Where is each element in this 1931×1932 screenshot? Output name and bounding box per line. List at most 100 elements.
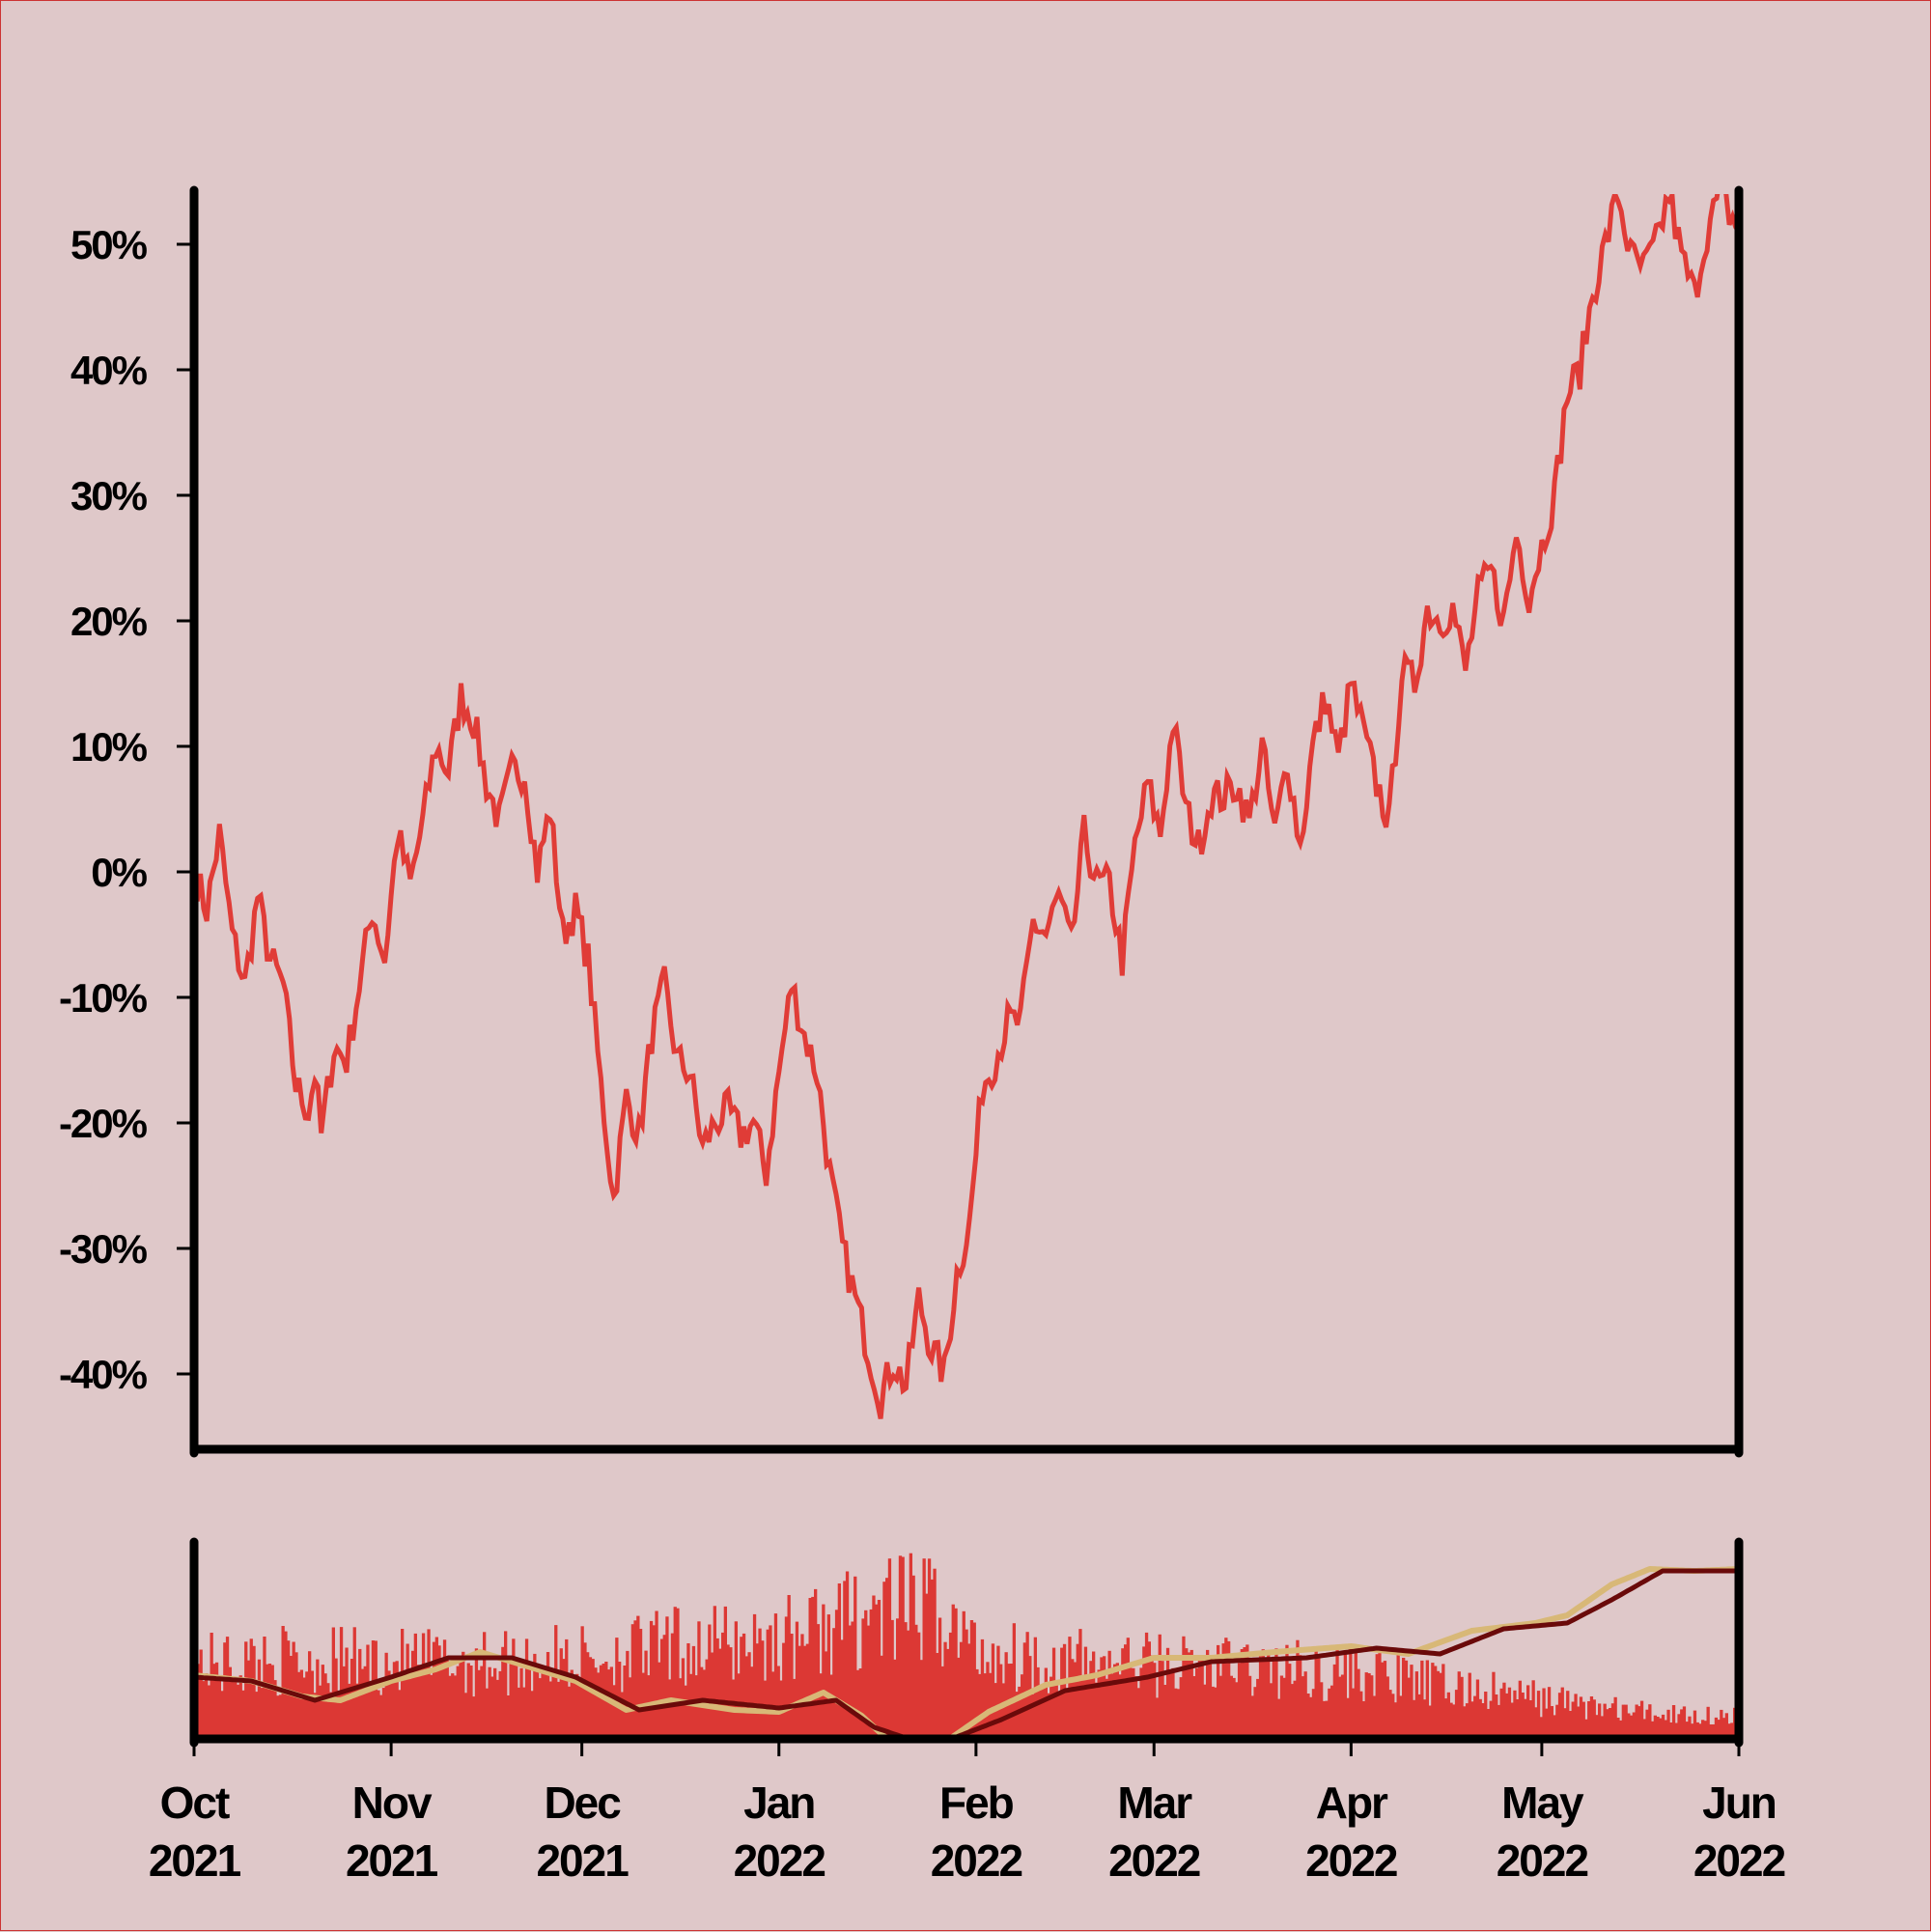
volume-bar — [599, 1665, 603, 1739]
x-tick-label-month: May — [1501, 1778, 1584, 1828]
volume-bar — [1505, 1693, 1509, 1739]
volume-bar — [652, 1625, 656, 1739]
volume-bar — [1566, 1691, 1570, 1739]
volume-bar — [1420, 1660, 1424, 1739]
volume-bar — [1118, 1674, 1122, 1739]
volume-bar — [281, 1626, 285, 1739]
volume-bar — [1720, 1709, 1723, 1739]
volume-bar — [1446, 1692, 1450, 1739]
volume-bar — [752, 1613, 757, 1739]
volume-bar — [965, 1629, 968, 1739]
volume-bar — [1142, 1646, 1146, 1739]
volume-bar — [1214, 1687, 1217, 1739]
volume-bar — [1695, 1722, 1699, 1739]
volume-bar — [843, 1581, 847, 1739]
volume-bar — [996, 1645, 1000, 1739]
volume-bar — [975, 1668, 979, 1739]
volume-bar — [207, 1685, 210, 1739]
volume-bar — [1243, 1647, 1246, 1739]
y-tick-label: 20% — [70, 599, 148, 644]
volume-bar — [742, 1633, 746, 1739]
volume-bar — [1100, 1657, 1104, 1739]
volume-bar — [1187, 1652, 1191, 1739]
volume-bar — [220, 1691, 224, 1739]
volume-bar — [1434, 1666, 1438, 1739]
volume-bar — [1001, 1683, 1006, 1739]
volume-bar — [1357, 1668, 1360, 1739]
x-tick-label-year: 2022 — [1305, 1835, 1397, 1886]
volume-bar — [1534, 1707, 1538, 1739]
volume-bar — [515, 1659, 518, 1739]
volume-bar — [896, 1618, 900, 1739]
price-line — [194, 194, 1739, 1419]
volume-bar — [1364, 1672, 1368, 1739]
volume-bar — [594, 1667, 598, 1739]
volume-bar — [1133, 1676, 1138, 1739]
volume-bar — [1648, 1704, 1652, 1739]
volume-bar — [1492, 1671, 1496, 1739]
volume-bar — [1174, 1688, 1178, 1739]
volume-bar — [573, 1679, 576, 1739]
volume-bar — [946, 1648, 950, 1739]
volume-bar — [1105, 1678, 1109, 1739]
volume-bar — [223, 1642, 227, 1739]
volume-bar — [1282, 1677, 1286, 1739]
volume-bar — [1113, 1664, 1117, 1739]
volume-bar — [1340, 1674, 1345, 1739]
volume-bar — [689, 1673, 693, 1739]
volume-bar — [586, 1652, 590, 1739]
volume-bar — [483, 1632, 487, 1739]
x-tick-label-year: 2022 — [1693, 1835, 1785, 1886]
volume-bar — [1528, 1700, 1532, 1739]
volume-bar — [403, 1672, 406, 1739]
volume-bar — [901, 1556, 905, 1739]
volume-bar — [750, 1666, 754, 1739]
volume-bar — [1124, 1644, 1128, 1739]
volume-bar — [1516, 1699, 1520, 1739]
volume-bar — [328, 1692, 333, 1739]
volume-bar — [562, 1659, 566, 1739]
volume-bar — [459, 1658, 462, 1739]
volume-bar — [488, 1666, 491, 1739]
volume-bar — [1232, 1677, 1236, 1739]
volume-bar — [565, 1638, 569, 1739]
volume-bar — [1258, 1656, 1263, 1739]
volume-bar — [519, 1667, 523, 1739]
volume-bar — [1354, 1650, 1357, 1739]
volume-bar — [1285, 1644, 1289, 1739]
volume-bar — [1081, 1677, 1085, 1739]
volume-bar — [1627, 1713, 1631, 1739]
volume-bar — [1563, 1708, 1567, 1739]
volume-bar — [401, 1629, 405, 1739]
volume-bar — [1613, 1696, 1617, 1739]
volume-bar — [1274, 1648, 1278, 1739]
volume-bar — [1189, 1649, 1193, 1739]
volume-bar — [620, 1692, 624, 1739]
volume-bar — [607, 1669, 611, 1739]
volume-bar — [1642, 1719, 1646, 1739]
volume-bar — [390, 1679, 394, 1739]
volume-bar — [299, 1669, 303, 1739]
volume-bar — [506, 1695, 510, 1739]
volume-bar — [1185, 1648, 1189, 1739]
volume-bar — [882, 1582, 886, 1739]
volume-bar — [352, 1627, 356, 1739]
volume-bar — [348, 1683, 351, 1739]
volume-bar — [1322, 1700, 1326, 1739]
volume-bar — [909, 1553, 912, 1739]
volume-bar — [284, 1631, 288, 1739]
volume-bar — [1598, 1703, 1602, 1739]
volume-bar — [538, 1678, 542, 1739]
volume-bar — [485, 1688, 490, 1739]
volume-bar — [911, 1575, 915, 1739]
volume-bar — [1041, 1684, 1046, 1739]
volume-bar — [1709, 1724, 1713, 1739]
volume-bar — [381, 1688, 386, 1739]
volume-bar — [1277, 1698, 1281, 1739]
volume-bar — [462, 1651, 465, 1739]
volume-bar — [1584, 1719, 1588, 1739]
volume-bar — [466, 1663, 470, 1739]
volume-bar — [1589, 1696, 1594, 1739]
volume-bar — [1436, 1670, 1440, 1739]
volume-bar — [1110, 1673, 1114, 1739]
